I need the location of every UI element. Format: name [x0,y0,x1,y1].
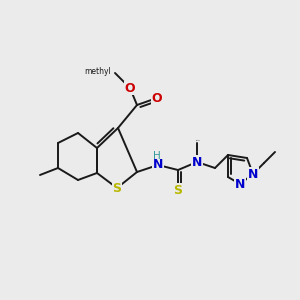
Text: O: O [125,82,135,94]
Text: O: O [152,92,162,104]
Text: N: N [192,155,202,169]
Text: N: N [153,158,163,172]
Text: methyl: methyl [196,140,200,141]
Text: N: N [235,178,245,190]
Text: S: S [173,184,182,196]
Text: N: N [248,167,258,181]
Text: H: H [153,151,161,161]
Text: S: S [112,182,122,194]
Text: methyl: methyl [84,67,111,76]
